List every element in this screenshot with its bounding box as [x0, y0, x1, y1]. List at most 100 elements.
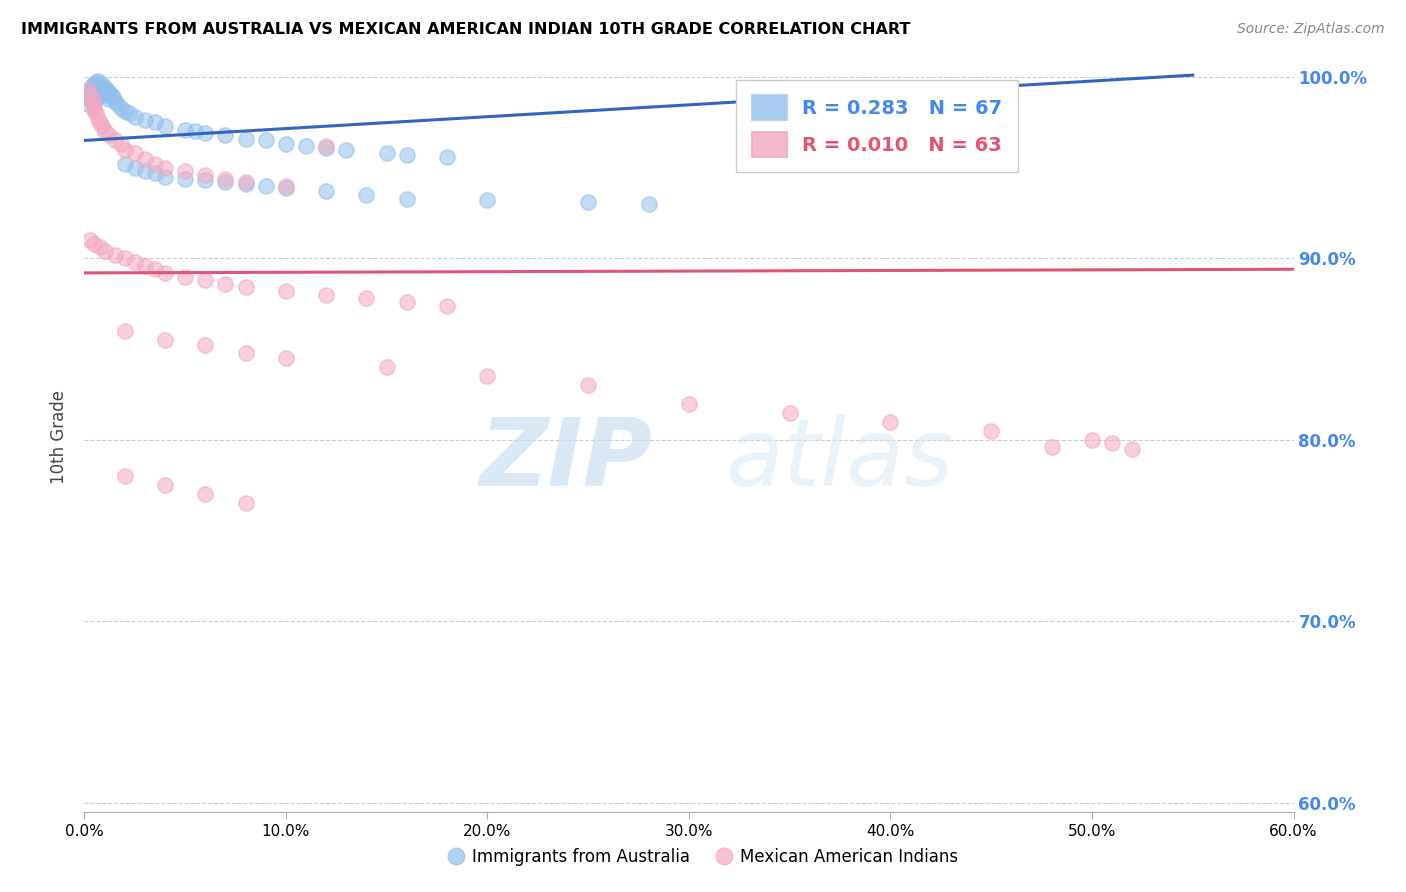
Point — [86, 106, 108, 120]
Point — [96, 83, 118, 97]
Point — [114, 324, 136, 338]
Point — [89, 240, 111, 254]
Point — [83, 103, 105, 117]
Point — [153, 119, 176, 133]
Point — [274, 178, 297, 193]
Point — [87, 88, 110, 103]
Point — [124, 110, 146, 124]
Point — [184, 124, 207, 138]
Point — [153, 161, 176, 175]
Point — [143, 157, 166, 171]
Point — [235, 175, 257, 189]
Point — [194, 338, 217, 352]
Point — [93, 80, 115, 95]
Point — [295, 139, 318, 153]
Point — [315, 184, 337, 198]
Point — [86, 92, 108, 106]
Point — [83, 90, 105, 104]
Point — [235, 345, 257, 359]
Point — [118, 106, 141, 120]
Point — [235, 496, 257, 510]
Point — [1081, 433, 1104, 447]
Point — [104, 248, 127, 262]
Point — [1040, 440, 1063, 454]
Point — [100, 88, 122, 103]
Point — [274, 137, 297, 152]
Point — [214, 277, 236, 291]
Point — [104, 133, 127, 147]
Point — [153, 478, 176, 492]
Point — [254, 133, 277, 147]
Point — [315, 287, 337, 301]
Point — [114, 469, 136, 483]
Point — [153, 266, 176, 280]
Point — [194, 168, 217, 182]
Point — [395, 148, 418, 162]
Point — [1101, 436, 1123, 450]
Point — [83, 236, 105, 251]
Point — [87, 73, 110, 87]
Point — [356, 187, 378, 202]
Point — [93, 88, 115, 103]
Point — [134, 259, 156, 273]
Point — [436, 150, 458, 164]
Point — [89, 78, 111, 93]
Point — [79, 88, 101, 103]
Point — [153, 169, 176, 184]
Point — [124, 161, 146, 175]
Point — [375, 360, 398, 375]
Point — [678, 396, 700, 410]
Point — [436, 299, 458, 313]
Point — [89, 87, 111, 101]
Point — [335, 143, 357, 157]
Point — [315, 139, 337, 153]
Point — [477, 369, 499, 384]
Point — [194, 273, 217, 287]
Point — [77, 97, 100, 112]
Point — [83, 87, 105, 101]
Point — [235, 131, 257, 145]
Text: atlas: atlas — [725, 414, 953, 505]
Point — [114, 157, 136, 171]
Point — [93, 244, 115, 259]
Point — [274, 284, 297, 298]
Text: ZIP: ZIP — [479, 414, 652, 506]
Point — [477, 194, 499, 208]
Point — [779, 406, 801, 420]
Point — [82, 83, 104, 97]
Point — [77, 83, 100, 97]
Point — [879, 415, 901, 429]
Point — [77, 88, 100, 103]
Point — [82, 78, 104, 93]
Point — [124, 146, 146, 161]
Point — [143, 115, 166, 129]
Point — [86, 83, 108, 97]
Point — [576, 195, 599, 210]
Point — [134, 113, 156, 128]
Text: IMMIGRANTS FROM AUSTRALIA VS MEXICAN AMERICAN INDIAN 10TH GRADE CORRELATION CHAR: IMMIGRANTS FROM AUSTRALIA VS MEXICAN AME… — [21, 22, 911, 37]
Point — [82, 92, 104, 106]
Point — [86, 75, 108, 89]
Point — [114, 252, 136, 266]
Point — [91, 77, 114, 91]
Point — [87, 80, 110, 95]
Point — [395, 294, 418, 309]
Point — [174, 164, 197, 178]
Point — [174, 122, 197, 136]
Point — [315, 141, 337, 155]
Point — [214, 175, 236, 189]
Point — [174, 171, 197, 186]
Point — [235, 177, 257, 191]
Point — [79, 85, 101, 99]
Point — [79, 233, 101, 247]
Point — [194, 126, 217, 140]
Point — [274, 351, 297, 366]
Point — [83, 97, 105, 112]
Point — [82, 94, 104, 108]
Point — [375, 146, 398, 161]
Point — [143, 166, 166, 180]
Point — [980, 424, 1002, 438]
Point — [83, 77, 105, 91]
Point — [1121, 442, 1143, 456]
Point — [104, 94, 127, 108]
